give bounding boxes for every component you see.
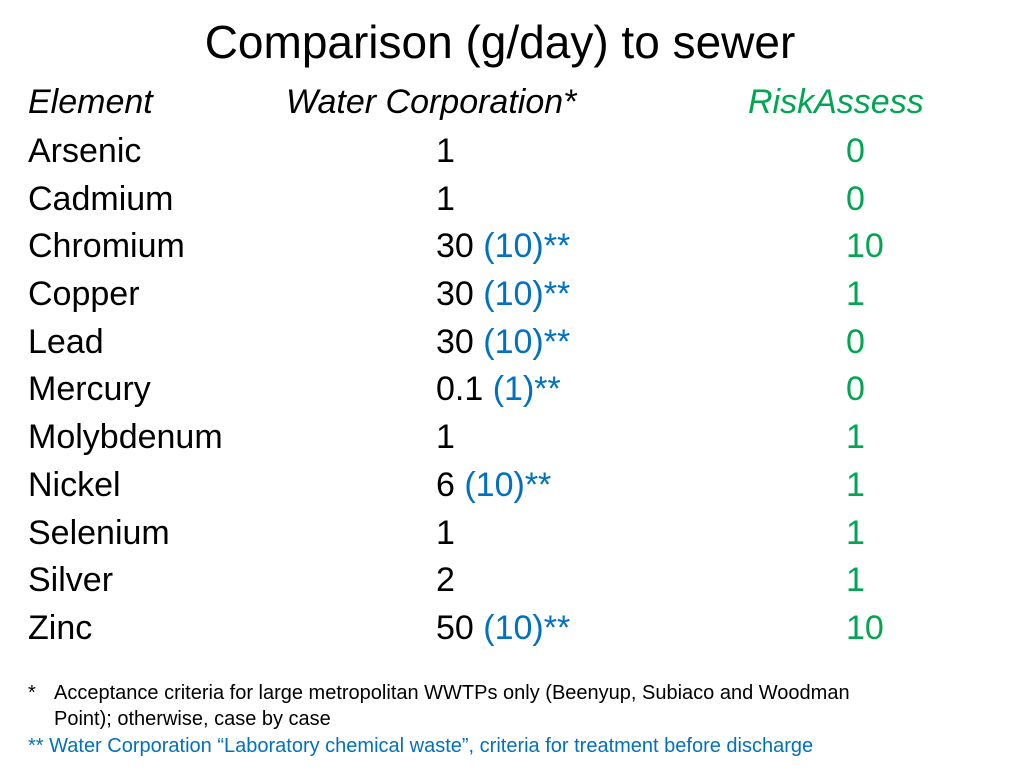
- water-value: 1: [436, 127, 455, 175]
- water-value: 1: [436, 413, 455, 461]
- water-value-note: (10)**: [483, 275, 571, 314]
- water-value-number: 0.1: [436, 370, 493, 409]
- table-row: Arsenic 1 0: [0, 127, 1024, 175]
- table-row: Cadmium 1 0: [0, 175, 1024, 223]
- riskassess-value: 0: [846, 322, 865, 361]
- riskassess-value: 1: [846, 513, 865, 552]
- element-name: Nickel: [28, 465, 121, 504]
- table-row: Silver 2 1: [0, 556, 1024, 604]
- footnote-double-star: ** Water Corporation “Laboratory chemica…: [28, 735, 814, 757]
- element-name: Mercury: [28, 370, 151, 409]
- water-value: 0.1 (1)**: [436, 365, 561, 413]
- water-value-number: 1: [436, 418, 455, 457]
- page-title: Comparison (g/day) to sewer: [204, 16, 796, 68]
- header-riskassess: RiskAssess: [748, 83, 924, 121]
- comparison-table: Arsenic 1 0 Cadmium 1 0 Chromium 30 (10)…: [0, 127, 1024, 652]
- table-row: Zinc 50 (10)** 10: [0, 604, 1024, 652]
- water-value: 1: [436, 175, 455, 223]
- water-value-note: (10)**: [483, 322, 571, 361]
- water-value: 2: [436, 556, 455, 604]
- water-value-number: 30: [436, 227, 484, 266]
- table-row: Selenium 1 1: [0, 509, 1024, 557]
- element-name: Copper: [28, 275, 140, 314]
- water-value-number: 1: [436, 513, 455, 552]
- water-value-number: 6: [436, 465, 465, 504]
- footnote-star-text: Acceptance criteria for large metropolit…: [54, 682, 850, 704]
- footnote-star-marker: *: [28, 682, 36, 704]
- table-row: Mercury 0.1 (1)** 0: [0, 365, 1024, 413]
- element-name: Selenium: [28, 513, 170, 552]
- water-value-number: 1: [436, 132, 455, 170]
- riskassess-value: 0: [846, 132, 865, 170]
- table-row: Chromium 30 (10)** 10: [0, 222, 1024, 270]
- table-row: Nickel 6 (10)** 1: [0, 461, 1024, 509]
- riskassess-value: 0: [846, 179, 865, 218]
- water-value: 30 (10)**: [436, 270, 570, 318]
- water-value-note: (10)**: [483, 608, 571, 647]
- riskassess-value: 0: [846, 370, 865, 409]
- element-name: Cadmium: [28, 179, 174, 218]
- water-value-number: 1: [436, 179, 455, 218]
- water-value-number: 30: [436, 275, 484, 314]
- table-row: Lead 30 (10)** 0: [0, 318, 1024, 366]
- water-value-number: 50: [436, 608, 484, 647]
- water-value: 30 (10)**: [436, 318, 570, 366]
- water-value: 1: [436, 509, 455, 557]
- element-name: Silver: [28, 561, 114, 600]
- water-value-note: (10)**: [464, 465, 552, 504]
- header-element: Element: [28, 83, 153, 121]
- riskassess-value: 1: [846, 465, 865, 504]
- water-value: 50 (10)**: [436, 604, 570, 652]
- water-value-number: 2: [436, 561, 455, 600]
- element-name: Lead: [28, 322, 104, 361]
- water-value: 30 (10)**: [436, 222, 570, 270]
- water-value-number: 30: [436, 322, 484, 361]
- water-value-note: (1)**: [492, 370, 561, 409]
- footnote-star-continued: Point); otherwise, case by case: [54, 708, 331, 730]
- element-name: Zinc: [28, 608, 93, 647]
- riskassess-value: 1: [846, 561, 865, 600]
- element-name: Arsenic: [28, 132, 142, 170]
- element-name: Chromium: [28, 227, 185, 266]
- riskassess-value: 10: [846, 608, 884, 647]
- footnote-star: * Acceptance criteria for large metropoli…: [28, 680, 850, 706]
- table-row: Molybdenum 1 1: [0, 413, 1024, 461]
- element-name: Molybdenum: [28, 418, 223, 457]
- riskassess-value: 1: [846, 275, 865, 314]
- table-row: Copper 30 (10)** 1: [0, 270, 1024, 318]
- water-value-note: (10)**: [483, 227, 571, 266]
- riskassess-value: 1: [846, 418, 865, 457]
- riskassess-value: 10: [846, 227, 884, 266]
- water-value: 6 (10)**: [436, 461, 551, 509]
- header-water-corporation: Water Corporation*: [286, 83, 577, 121]
